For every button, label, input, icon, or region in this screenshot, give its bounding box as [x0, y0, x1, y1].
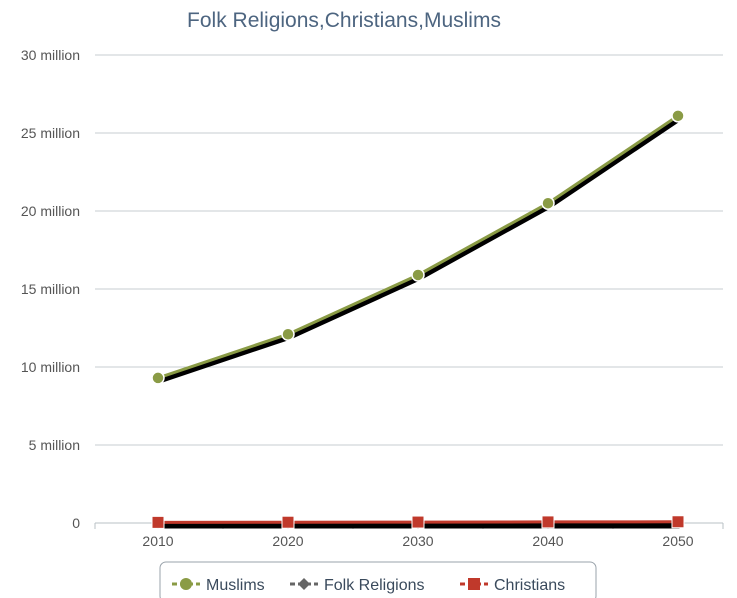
- data-point-christians[interactable]: [671, 515, 685, 529]
- series-christians: [151, 515, 685, 529]
- legend-label: Christians: [494, 577, 565, 594]
- data-point-muslims[interactable]: [541, 196, 555, 210]
- data-point-muslims[interactable]: [281, 327, 295, 341]
- chart-title: Folk Religions,Christians,Muslims: [187, 9, 501, 32]
- legend-item-folk-religions[interactable]: Folk Religions: [290, 577, 424, 594]
- x-tick-label: 2040: [532, 533, 563, 549]
- legend-label: Muslims: [206, 577, 265, 594]
- data-point-christians[interactable]: [411, 515, 425, 529]
- series-line-muslims: [157, 114, 679, 380]
- data-point-christians[interactable]: [151, 515, 165, 529]
- legend[interactable]: Muslims Folk Religions Christians: [159, 561, 597, 598]
- legend-marker: [298, 578, 310, 590]
- series-muslims: [151, 109, 685, 385]
- legend-item-christians[interactable]: Christians: [460, 577, 565, 594]
- y-tick-label: 5 million: [29, 437, 80, 453]
- x-tick-label: 2010: [142, 533, 173, 549]
- y-tick-label: 20 million: [21, 203, 80, 219]
- y-tick-label: 25 million: [21, 125, 80, 141]
- y-tick-label: 30 million: [21, 47, 80, 63]
- legend-item-muslims[interactable]: Muslims: [172, 577, 265, 594]
- legend-box: [159, 561, 597, 598]
- y-tick-label: 0: [72, 515, 80, 531]
- x-tick-label: 2050: [662, 533, 693, 549]
- data-point-muslims[interactable]: [411, 268, 425, 282]
- data-point-muslims[interactable]: [671, 109, 685, 123]
- x-tick-label: 2020: [272, 533, 303, 549]
- data-point-christians[interactable]: [281, 515, 295, 529]
- y-tick-label: 15 million: [21, 281, 80, 297]
- y-tick-label: 10 million: [21, 359, 80, 375]
- legend-label: Folk Religions: [324, 577, 424, 594]
- series-shadow: [158, 116, 681, 384]
- y-axis: 0 5 million 10 million 15 million 20 million…: [21, 47, 80, 531]
- x-tick-label: 2030: [402, 533, 433, 549]
- grid-lines: [95, 54, 723, 524]
- legend-marker: [180, 578, 192, 590]
- data-point-christians[interactable]: [541, 515, 555, 529]
- data-point-muslims[interactable]: [151, 371, 165, 385]
- legend-marker: [468, 578, 480, 590]
- series-layer: [151, 109, 685, 529]
